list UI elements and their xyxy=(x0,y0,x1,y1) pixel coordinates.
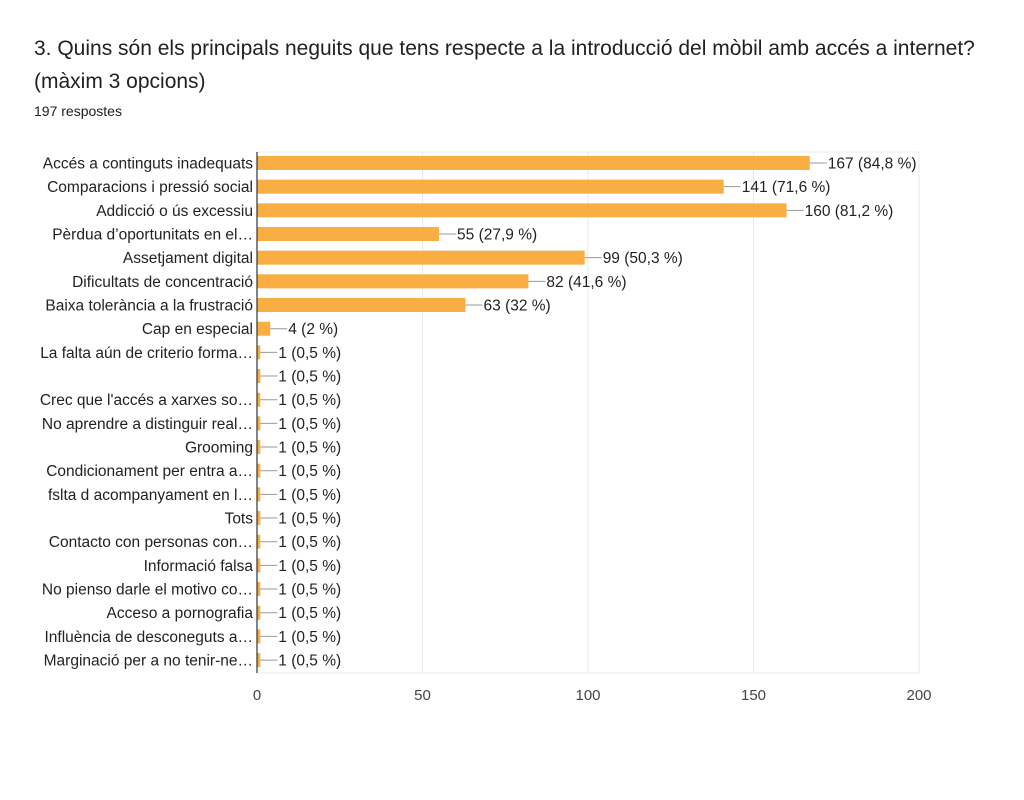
bar xyxy=(257,179,724,194)
data-label: 1 (0,5 %) xyxy=(278,511,341,528)
bar xyxy=(257,558,261,573)
data-label: 63 (32 %) xyxy=(484,298,551,315)
category-label: Baixa tolerància a la frustració xyxy=(45,298,253,315)
category-label: Grooming xyxy=(185,440,253,457)
data-label: 167 (84,8 %) xyxy=(828,156,917,173)
bar xyxy=(257,369,261,384)
data-label: 55 (27,9 %) xyxy=(457,227,537,244)
data-label: 1 (0,5 %) xyxy=(278,605,341,622)
x-tick-label: 150 xyxy=(741,687,766,704)
question-title: 3. Quins són els principals neguits que … xyxy=(34,37,975,93)
category-label: La falta aún de criterio forma… xyxy=(40,345,253,362)
bar xyxy=(257,345,261,360)
data-label: 1 (0,5 %) xyxy=(278,440,341,457)
data-label: 141 (71,6 %) xyxy=(742,179,831,196)
x-tick-label: 100 xyxy=(575,687,600,704)
data-label: 1 (0,5 %) xyxy=(278,629,341,646)
bar xyxy=(257,629,261,644)
data-label: 160 (81,2 %) xyxy=(805,203,894,220)
bar xyxy=(257,203,787,218)
data-label: 1 (0,5 %) xyxy=(278,487,341,504)
bar xyxy=(257,392,261,407)
data-label: 1 (0,5 %) xyxy=(278,534,341,551)
bar xyxy=(257,463,261,478)
category-label: Condicionament per entra a… xyxy=(46,463,253,480)
bar xyxy=(257,227,440,242)
category-label: Accés a continguts inadequats xyxy=(43,156,253,173)
category-label: Addicció o ús excessiu xyxy=(96,203,253,220)
bar xyxy=(257,582,261,597)
category-label: Crec que l'accés a xarxes so… xyxy=(40,392,253,409)
response-count: 197 respostes xyxy=(34,103,122,119)
bar xyxy=(257,298,466,313)
data-label: 82 (41,6 %) xyxy=(546,274,626,291)
category-label: fslta d acompanyament en l… xyxy=(48,487,253,504)
bar xyxy=(257,440,261,455)
x-tick-label: 0 xyxy=(253,687,261,704)
bar xyxy=(257,274,529,289)
bar xyxy=(257,156,810,170)
bar xyxy=(257,487,261,502)
category-label: Comparacions i pressió social xyxy=(47,179,253,196)
bar xyxy=(257,416,261,431)
data-label: 1 (0,5 %) xyxy=(278,392,341,409)
x-tick-label: 200 xyxy=(906,687,931,704)
bar xyxy=(257,534,261,549)
data-label: 1 (0,5 %) xyxy=(278,345,341,362)
category-label: Dificultats de concentració xyxy=(72,274,253,291)
category-label: Assetjament digital xyxy=(123,250,253,267)
category-label: Informació falsa xyxy=(144,558,254,575)
category-label: Marginació per a no tenir-ne… xyxy=(44,653,253,670)
bar xyxy=(257,605,261,620)
category-label: No pienso darle el motivo co… xyxy=(42,582,253,599)
data-label: 1 (0,5 %) xyxy=(278,582,341,599)
data-label: 1 (0,5 %) xyxy=(278,558,341,575)
data-label: 1 (0,5 %) xyxy=(278,653,341,670)
data-label: 1 (0,5 %) xyxy=(278,463,341,480)
category-label: Contacto con personas con… xyxy=(49,534,253,551)
bar xyxy=(257,250,585,265)
data-label: 99 (50,3 %) xyxy=(603,250,683,267)
category-label: Influència de desconeguts a… xyxy=(44,629,253,646)
bar xyxy=(257,511,261,526)
category-label: Cap en especial xyxy=(142,321,253,338)
bar xyxy=(257,653,261,668)
bar xyxy=(257,321,271,336)
category-label: Tots xyxy=(225,511,254,528)
data-label: 1 (0,5 %) xyxy=(278,416,341,433)
data-label: 1 (0,5 %) xyxy=(278,369,341,386)
category-label: No aprendre a distinguir real… xyxy=(42,416,253,433)
data-label: 4 (2 %) xyxy=(288,321,338,338)
category-label: Acceso a pornografia xyxy=(107,605,254,622)
x-tick-label: 50 xyxy=(414,687,431,704)
category-label: Pèrdua d’oportunitats en el… xyxy=(52,227,253,244)
